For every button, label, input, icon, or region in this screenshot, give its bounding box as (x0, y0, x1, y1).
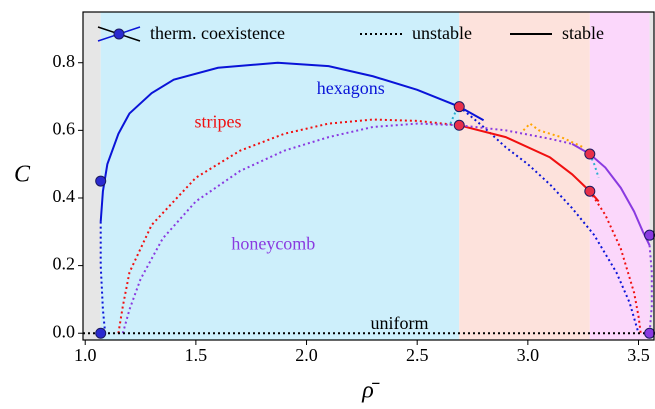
annotation: hexagons (317, 78, 385, 98)
annotation: honeycomb (231, 233, 315, 253)
coexistence-point (453, 119, 465, 131)
series-line (522, 122, 584, 149)
x-tick-label: 1.5 (185, 345, 208, 365)
series-line (117, 118, 460, 334)
coexistence-point (644, 229, 655, 241)
y-axis-label: C (14, 162, 31, 188)
legend-marker (113, 28, 125, 40)
legend-label: unstable (412, 23, 472, 43)
region (83, 12, 101, 340)
series-line (99, 61, 485, 222)
series-line (588, 153, 600, 179)
coexistence-point (584, 185, 596, 197)
coexistence-point (453, 101, 465, 113)
coexistence-point (95, 327, 107, 339)
series-line (458, 105, 640, 334)
legend-label: therm. coexistence (150, 23, 285, 43)
coexistence-point (644, 327, 655, 339)
annotation: uniform (370, 313, 428, 333)
plot-frame (82, 11, 655, 341)
coexistence-point (95, 175, 107, 187)
y-tick-label: 0.6 (53, 118, 76, 138)
region (589, 12, 650, 340)
series-line (99, 221, 107, 334)
annotation: stripes (195, 112, 242, 132)
y-tick-label: 0.2 (53, 254, 76, 274)
x-tick-label: 3.5 (627, 345, 650, 365)
x-tick-label: 1.0 (74, 345, 97, 365)
coexistence-point (584, 148, 596, 160)
y-tick-label: 0.0 (53, 321, 76, 341)
x-tick-label: 2.0 (295, 345, 318, 365)
x-tick-label: 2.5 (406, 345, 429, 365)
region (459, 12, 590, 340)
region (649, 12, 654, 340)
y-tick-label: 0.4 (53, 186, 76, 206)
region (100, 12, 460, 340)
x-tick-label: 3.0 (517, 345, 540, 365)
legend-label: stable (562, 23, 604, 43)
x-axis-label: ρ̄ (361, 378, 380, 404)
y-tick-label: 0.8 (53, 51, 76, 71)
